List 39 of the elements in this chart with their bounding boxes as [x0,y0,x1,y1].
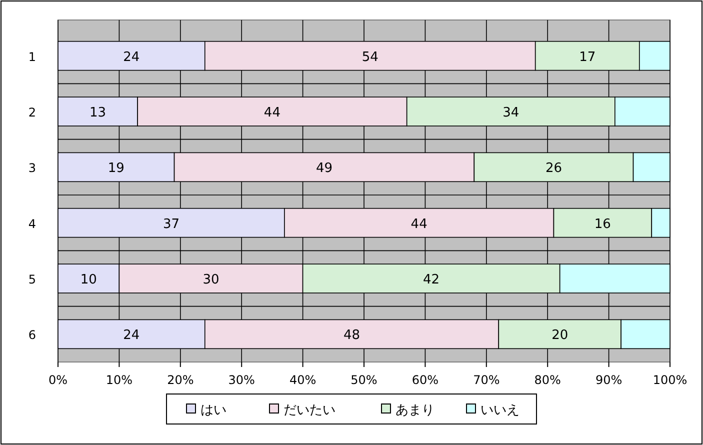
x-tick-label: 0% [48,373,68,387]
data-label: 42 [423,272,440,288]
data-label: 24 [123,50,140,65]
x-tick-label: 10% [106,373,133,387]
legend-label: あまり [396,403,434,418]
x-tick-label: 80% [534,373,561,387]
y-tick-label: 5 [28,272,36,286]
data-label: 19 [108,161,124,176]
data-label: 26 [545,161,562,176]
data-label: 20 [552,328,568,344]
x-tick-label: 100% [652,373,688,387]
x-tick-label: 40% [289,373,316,387]
x-tick-label: 90% [595,373,622,387]
data-label: 30 [202,272,220,288]
x-tick-label: 30% [228,373,255,387]
data-label: 44 [264,106,280,120]
x-tick-label: 60% [412,373,439,387]
y-tick-label: 3 [28,161,36,176]
data-label: 16 [594,216,611,232]
data-label: 44 [410,216,428,232]
data-label: 34 [502,106,520,120]
data-label: 54 [362,50,378,65]
data-label: 13 [90,106,106,120]
legend-label: はい [200,403,226,418]
legend-label: だいたい [284,403,336,418]
data-label: 10 [80,272,97,288]
data-label: 17 [579,50,596,65]
y-tick-label: 1 [28,50,36,64]
x-tick-label: 50% [350,373,378,387]
data-label: 37 [162,216,180,232]
y-tick-label: 6 [28,328,36,342]
y-tick-label: 4 [28,216,36,231]
data-label: 24 [123,328,140,344]
data-label: 48 [343,328,360,344]
legend-label: いいえ [480,403,520,418]
data-label: 49 [316,161,332,176]
y-tick-label: 2 [28,106,36,120]
x-tick-label: 70% [473,373,500,387]
x-tick-label: 20% [167,373,194,387]
